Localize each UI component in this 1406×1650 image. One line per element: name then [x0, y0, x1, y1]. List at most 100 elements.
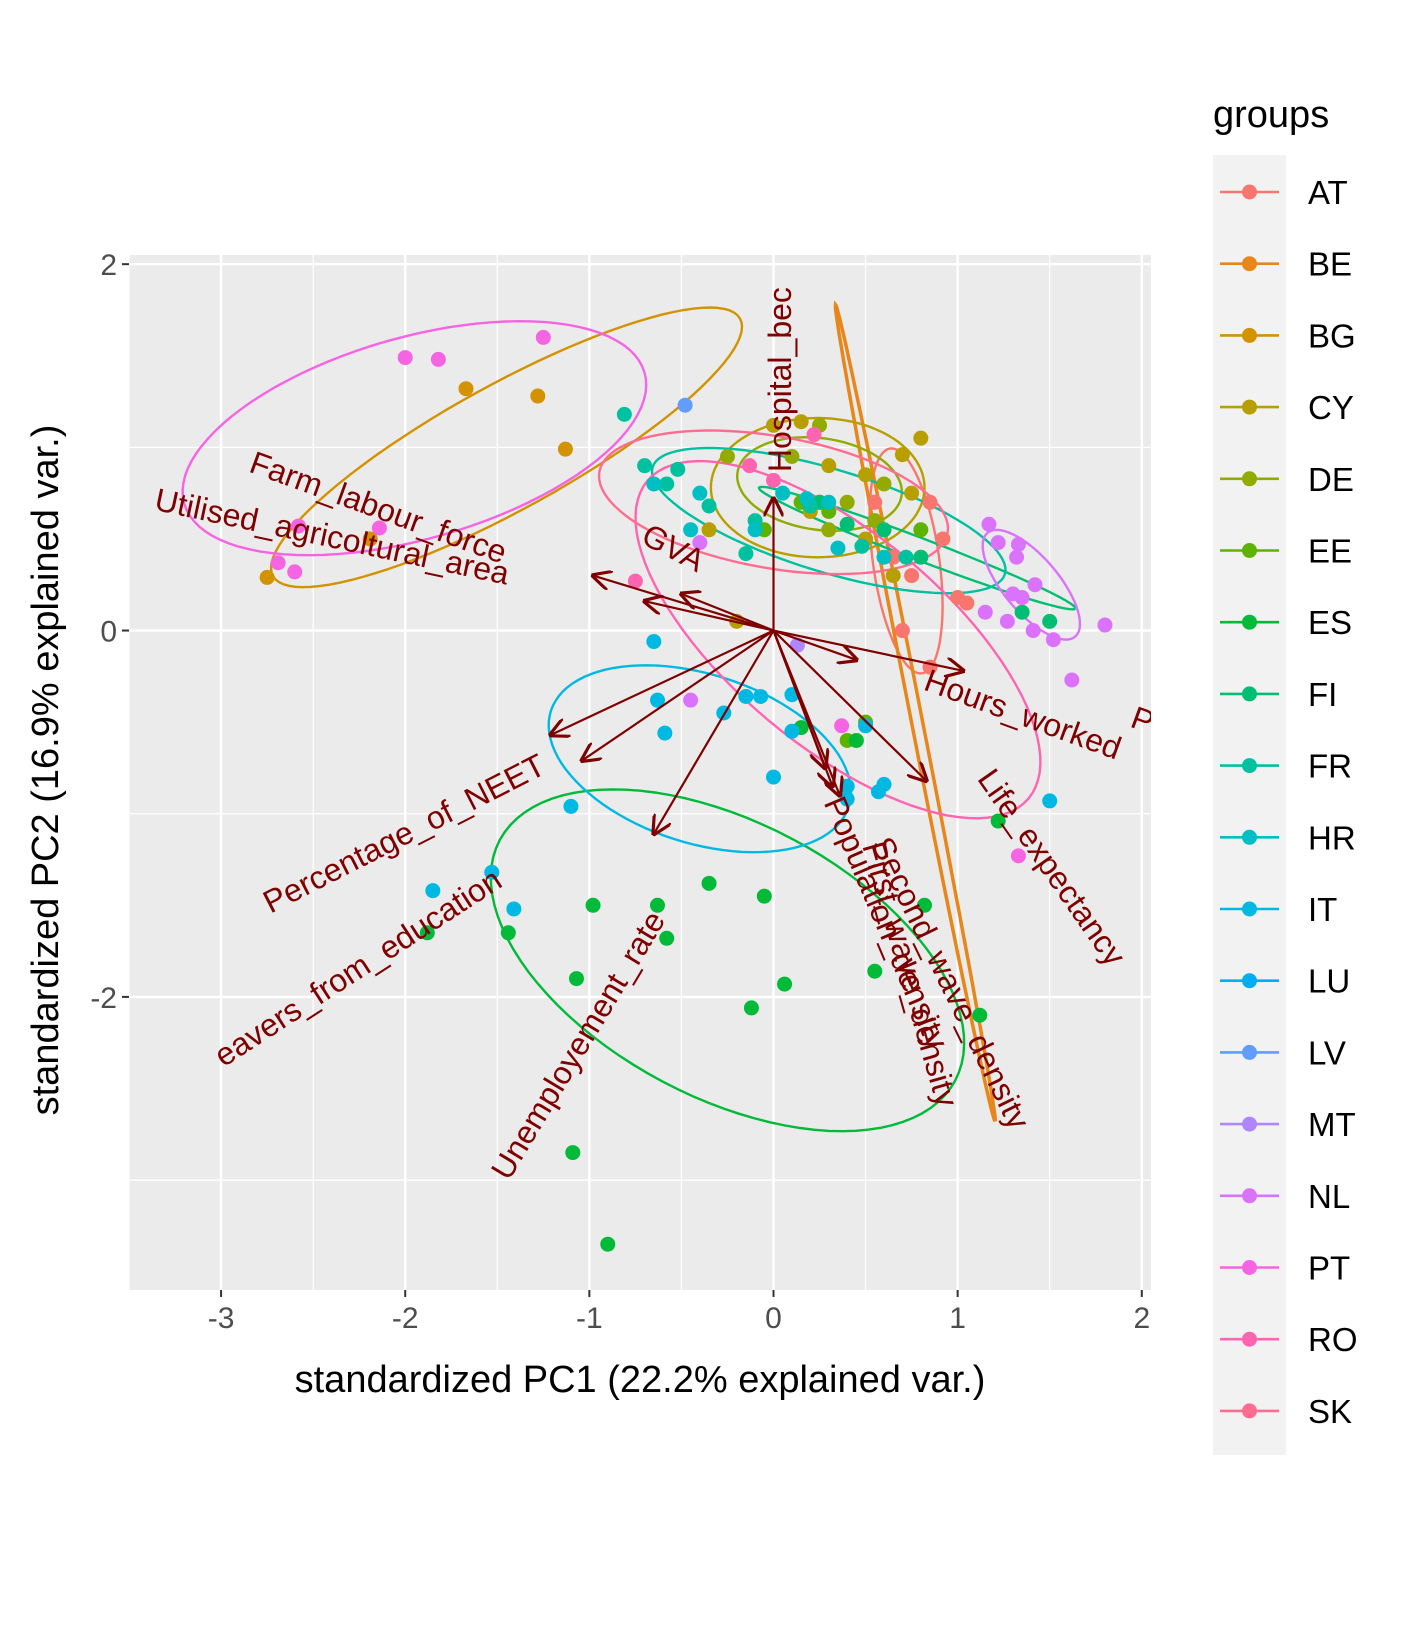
- legend-key-point: [1242, 973, 1257, 989]
- x-tick-label: -3: [208, 1302, 235, 1335]
- point-hr: [799, 491, 815, 507]
- point-de: [867, 513, 883, 529]
- legend: groups AT BE BG CY DE EE ES FI FR HR IT LU LV MT NL PT R…: [1213, 94, 1358, 1455]
- point-at: [894, 623, 910, 639]
- point-it: [646, 634, 662, 650]
- ellipse-es: [489, 788, 966, 1133]
- legend-item-sk: SK: [1220, 1393, 1352, 1430]
- ellipse-pt: [181, 319, 648, 557]
- point-bg: [362, 531, 378, 547]
- point-bg: [259, 569, 275, 585]
- point-ro: [627, 573, 643, 589]
- x-tick-label: 2: [1133, 1302, 1150, 1335]
- legend-item-lv: LV: [1220, 1034, 1346, 1071]
- point-cy: [821, 458, 837, 474]
- legend-key-background: [1213, 155, 1286, 1455]
- loading-arrows: [551, 499, 963, 834]
- arrow-second-wave-density: [772, 630, 826, 768]
- point-pt: [270, 555, 286, 571]
- arrow-early-leavers-from-education: [582, 629, 775, 761]
- point-ro: [766, 472, 782, 488]
- ellipse-cy: [709, 416, 926, 559]
- ellipse-be: [833, 300, 997, 1123]
- point-cy: [701, 522, 717, 538]
- point-cy: [858, 467, 874, 483]
- point-fi: [876, 522, 892, 538]
- point-hr: [646, 476, 662, 492]
- point-fr: [670, 461, 686, 477]
- minor-gridlines: [128, 255, 1151, 1290]
- legend-item-cy: CY: [1220, 389, 1354, 426]
- legend-item-lu: LU: [1220, 963, 1350, 1000]
- point-pt: [834, 718, 850, 734]
- legend-label: ES: [1308, 604, 1352, 641]
- point-pt: [287, 564, 303, 580]
- point-nl: [1005, 586, 1021, 602]
- legend-key-point: [1242, 327, 1257, 343]
- point-es: [659, 930, 675, 946]
- point-ro: [742, 458, 758, 474]
- point-at: [867, 494, 883, 510]
- x-axis-ticks: -3 -2 -1 0 1 2: [208, 1290, 1150, 1335]
- arrow-unemployement-rate: [654, 629, 775, 834]
- legend-label: LV: [1308, 1034, 1346, 1071]
- point-fr: [616, 406, 632, 422]
- point-es: [500, 925, 516, 941]
- legend-item-hr: HR: [1220, 819, 1356, 856]
- point-it: [506, 901, 522, 917]
- point-fr: [854, 538, 870, 554]
- point-bg: [557, 441, 573, 457]
- point-it: [563, 798, 579, 814]
- group-ellipses: [181, 300, 1082, 1133]
- legend-label: EE: [1308, 533, 1352, 570]
- legend-label: FR: [1308, 748, 1352, 785]
- point-es: [419, 925, 435, 941]
- legend-label: NL: [1308, 1178, 1350, 1215]
- point-nl: [999, 613, 1015, 629]
- legend-label: LU: [1308, 963, 1350, 1000]
- legend-label: CY: [1308, 389, 1354, 426]
- x-tick-label: 0: [765, 1302, 782, 1335]
- point-it: [657, 725, 673, 741]
- legend-label: IT: [1308, 891, 1337, 928]
- legend-title: groups: [1213, 94, 1329, 136]
- data-points: [259, 329, 1113, 1252]
- ellipse-sk: [597, 429, 950, 576]
- point-es: [917, 897, 933, 913]
- point-fr: [637, 458, 653, 474]
- point-nl: [1010, 536, 1026, 552]
- legend-item-bg: BG: [1220, 317, 1356, 354]
- x-tick-label: -1: [576, 1302, 603, 1335]
- y-axis-ticks: -2 0 2: [90, 249, 129, 1015]
- point-cy: [894, 447, 910, 463]
- point-pt: [397, 350, 413, 366]
- point-fr: [659, 476, 675, 492]
- point-nl: [977, 604, 993, 620]
- point-ee: [913, 522, 929, 538]
- legend-item-it: IT: [1220, 891, 1337, 928]
- legend-item-be: BE: [1220, 246, 1352, 283]
- point-hr: [876, 549, 892, 565]
- legend-key-point: [1242, 1188, 1257, 1204]
- legend-label: MT: [1308, 1106, 1356, 1143]
- legend-label: PT: [1308, 1250, 1350, 1287]
- point-hr: [830, 540, 846, 556]
- y-tick-label: 2: [100, 249, 117, 282]
- point-hr: [747, 522, 763, 538]
- point-nl: [1027, 577, 1043, 593]
- point-it: [766, 769, 782, 785]
- point-fr: [898, 549, 914, 565]
- point-it: [484, 864, 500, 880]
- legend-label: DE: [1308, 461, 1354, 498]
- legend-label: HR: [1308, 819, 1356, 856]
- point-nl: [1064, 672, 1080, 688]
- y-axis-label: standardized PC2 (16.9% explained var.): [25, 425, 67, 1116]
- legend-item-de: DE: [1220, 461, 1354, 498]
- point-es: [585, 897, 601, 913]
- point-nl: [1009, 549, 1025, 565]
- legend-label: SK: [1308, 1393, 1352, 1430]
- point-cy: [913, 430, 929, 446]
- point-bg: [530, 388, 546, 404]
- point-fr: [738, 546, 754, 562]
